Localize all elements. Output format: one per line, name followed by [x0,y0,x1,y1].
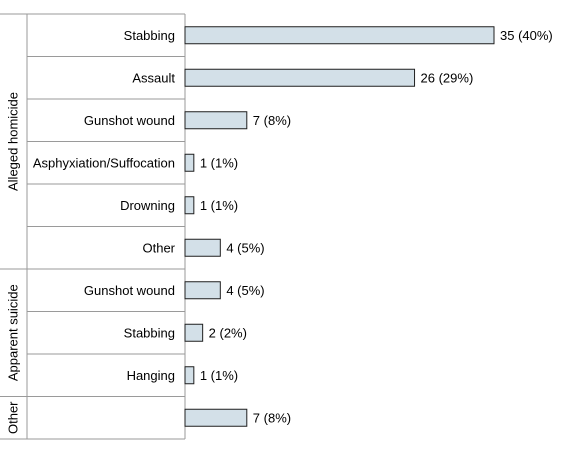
bar [184,366,195,385]
bar [184,68,416,87]
bar [184,238,221,257]
chart-category-labels: Stabbing Assault Gunshot wound Asphyxiation… [33,28,176,383]
group-label: Apparent suicide [6,284,21,381]
data-label: 1 (1%) [200,198,238,213]
data-label: 7 (8%) [253,113,291,128]
bar [184,26,495,45]
bar [184,153,195,172]
category-label: Stabbing [124,325,175,340]
category-label: Other [142,240,175,255]
data-label: 2 (2%) [209,325,247,340]
category-label: Stabbing [124,28,175,43]
data-label: 26 (29%) [421,70,474,85]
data-label: 1 (1%) [200,368,238,383]
bar [184,323,204,342]
group-label: Other [6,401,21,434]
data-label: 4 (5%) [226,240,264,255]
bar [184,196,195,215]
category-label: Asphyxiation/Suffocation [33,155,175,170]
data-label: 4 (5%) [226,283,264,298]
category-label: Hanging [127,368,175,383]
bar [184,408,248,427]
bar [184,281,221,300]
chart-bars [184,26,495,427]
category-label: Assault [132,70,175,85]
data-label: 7 (8%) [253,410,291,425]
data-label: 35 (40%) [500,28,553,43]
data-label: 1 (1%) [200,155,238,170]
group-label: Alleged homicide [6,92,21,191]
category-label: Drowning [120,198,175,213]
bar [184,111,248,130]
category-label: Gunshot wound [84,113,175,128]
chart-value-labels: 35 (40%) 26 (29%) 7 (8%) 1 (1%) 1 (1%) 4 (5%)… [200,28,553,426]
category-label: Gunshot wound [84,283,175,298]
chart-group-labels: Alleged homicide Apparent suicide Other [6,92,21,434]
